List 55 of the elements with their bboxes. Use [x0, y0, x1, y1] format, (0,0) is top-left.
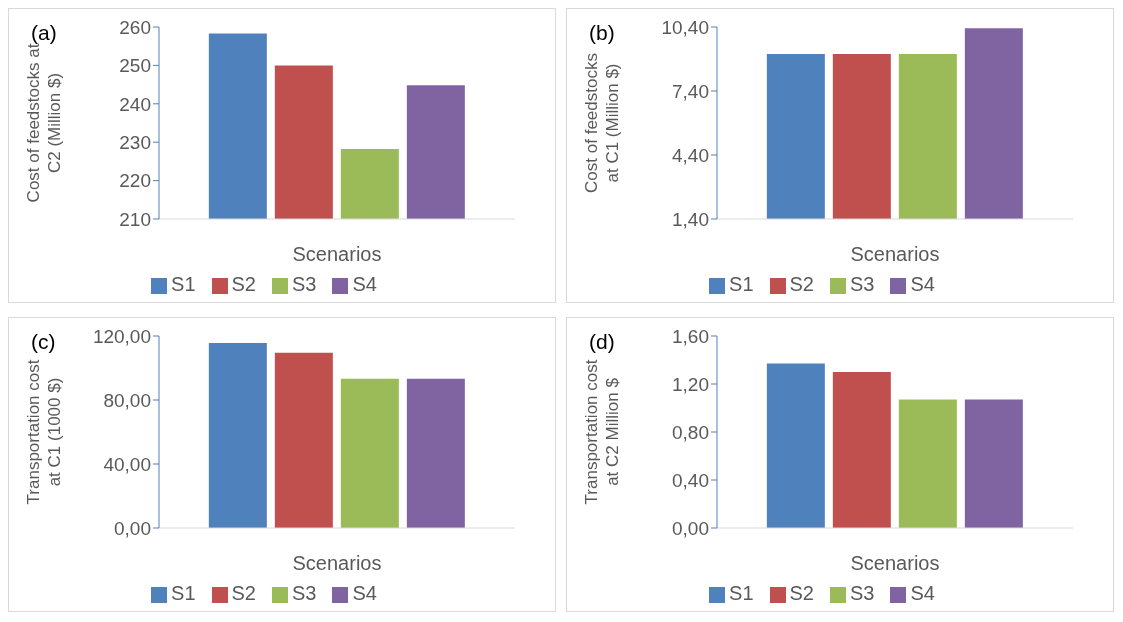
x-axis-title: Scenarios: [850, 552, 940, 574]
y-tick-label: 1,60: [672, 325, 709, 347]
chart-title: (b): [589, 21, 615, 45]
bar: [766, 363, 825, 528]
y-tick-label: 0,00: [672, 517, 709, 539]
bar: [340, 378, 399, 528]
legend-label: S4: [352, 582, 377, 604]
y-axis-title: Cost of feedstocks at C1 (Million $): [582, 53, 622, 193]
y-tick-label: 80,00: [103, 389, 151, 411]
legend-label: S3: [850, 582, 875, 604]
y-tick-label: 4,40: [672, 144, 709, 166]
legend-label: S2: [789, 273, 814, 295]
x-axis-title: Scenarios: [292, 243, 382, 265]
chart-title: (d): [589, 330, 615, 354]
legend-label: S1: [729, 582, 754, 604]
y-tick-label: 230: [119, 131, 151, 153]
y-tick-label: 210: [119, 208, 151, 230]
y-axis-title: Cost of feedstocks at C2 (Million $): [24, 43, 64, 203]
y-tick-label: 10,40: [661, 16, 709, 38]
y-tick-label: 40,00: [103, 453, 151, 475]
bar: [832, 372, 891, 528]
y-tick-label: 7,40: [672, 80, 709, 102]
x-axis-title: Scenarios: [292, 552, 382, 574]
bar: [274, 352, 333, 528]
chart-title: (a): [31, 21, 57, 44]
legend-label: S3: [292, 273, 317, 295]
bar: [964, 399, 1023, 528]
legend-label: S4: [910, 582, 935, 604]
y-tick-label: 250: [119, 55, 151, 77]
legend-label: S2: [789, 582, 814, 604]
chart-title: (c): [31, 330, 56, 354]
x-axis-title: Scenarios: [850, 243, 940, 265]
legend-label: S3: [850, 273, 875, 295]
legend-label: S1: [729, 273, 754, 295]
legend-label: S1: [171, 582, 196, 604]
y-tick-label: 260: [119, 16, 151, 38]
bar: [898, 399, 957, 528]
y-tick-label: 220: [119, 170, 151, 192]
legend-label: S3: [292, 582, 317, 604]
y-tick-label: 0,80: [672, 421, 709, 443]
bar: [406, 378, 465, 528]
y-axis-title: Transportation cost at C1 (1000 $): [24, 359, 64, 505]
y-axis-title: Transportation cost at C2 Million $: [582, 359, 622, 505]
y-tick-label: 1,20: [672, 373, 709, 395]
y-tick-label: 1,40: [672, 208, 709, 230]
bar: [208, 343, 267, 528]
y-tick-label: 240: [119, 93, 151, 115]
legend-label: S2: [231, 273, 256, 295]
legend-label: S2: [231, 582, 256, 604]
y-tick-label: 0,40: [672, 469, 709, 491]
y-tick-label: 0,00: [114, 517, 151, 539]
legend-label: S1: [171, 273, 196, 295]
legend-label: S4: [910, 273, 935, 295]
legend-label: S4: [352, 273, 377, 295]
y-tick-label: 120,00: [92, 325, 151, 347]
